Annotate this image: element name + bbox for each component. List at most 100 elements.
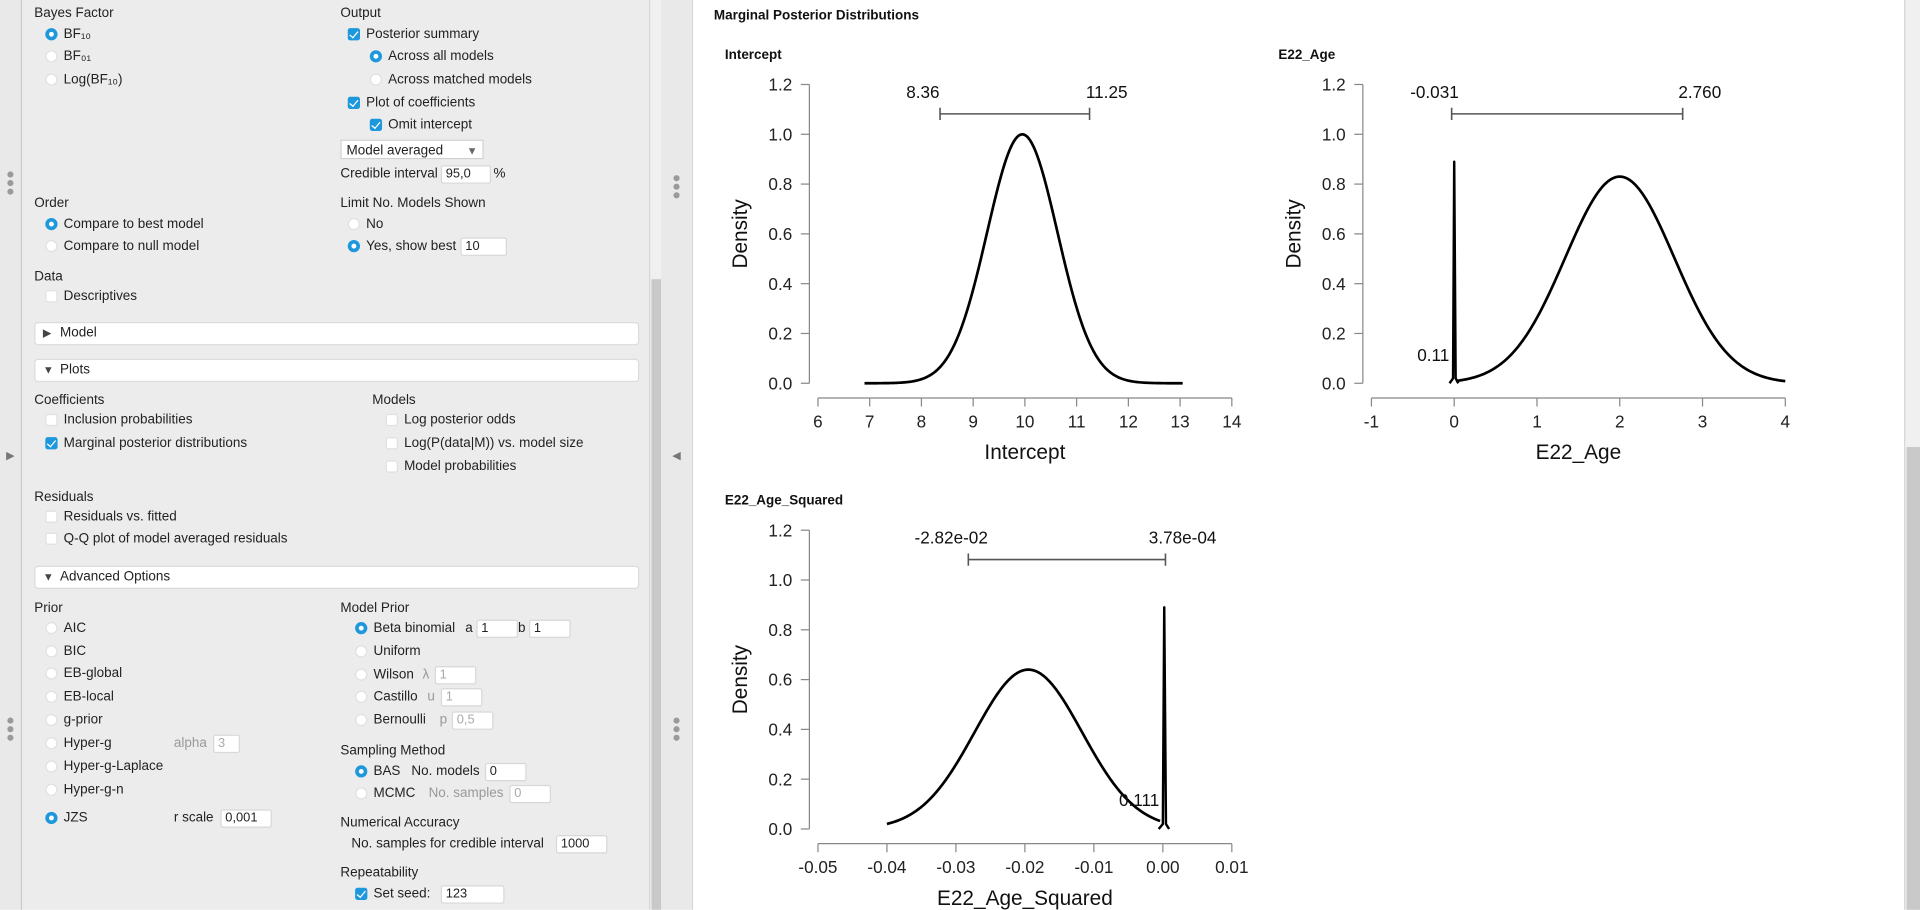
prior-jzs-radio[interactable]: JZS bbox=[45, 809, 88, 826]
samples-credible-input[interactable]: 1000 bbox=[555, 835, 608, 854]
inclusion-probabilities-checkbox[interactable]: Inclusion probabilities bbox=[45, 411, 192, 428]
show-best-input[interactable]: 10 bbox=[460, 237, 507, 256]
limit-yes-radio[interactable]: Yes, show best bbox=[347, 238, 457, 255]
option-label: Hyper-g bbox=[63, 735, 112, 751]
r-scale-input[interactable]: 0,001 bbox=[220, 809, 272, 828]
castillo-radio[interactable]: Castillo bbox=[355, 688, 418, 705]
model-section-header[interactable]: ▶ Model bbox=[34, 322, 640, 346]
ci-lower-label: -0.031 bbox=[1410, 82, 1459, 102]
a-input[interactable]: 1 bbox=[476, 619, 518, 638]
radio-icon bbox=[45, 667, 58, 680]
prior-aic-radio[interactable]: AIC bbox=[45, 620, 86, 637]
radio-log-bf10[interactable]: Log(BF₁₀) bbox=[45, 71, 122, 88]
scrollbar-thumb[interactable] bbox=[651, 279, 662, 910]
prior-g-prior-radio[interactable]: g-prior bbox=[45, 711, 103, 728]
prior-bic-radio[interactable]: BIC bbox=[45, 643, 86, 660]
option-label: BIC bbox=[63, 644, 87, 659]
option-label: Across all models bbox=[388, 48, 494, 64]
across-all-models-radio[interactable]: Across all models bbox=[369, 48, 494, 65]
scrollbar-thumb[interactable] bbox=[1906, 446, 1920, 910]
y-tick-label: 0.8 bbox=[768, 174, 792, 194]
x-tick-label: 4 bbox=[1781, 411, 1791, 431]
omit-intercept-checkbox[interactable]: Omit intercept bbox=[369, 116, 472, 133]
x-tick-label: 3 bbox=[1698, 411, 1708, 431]
model-averaged-select[interactable]: Model averaged ▼ bbox=[340, 139, 484, 160]
limit-no-radio[interactable]: No bbox=[347, 216, 383, 233]
radio-icon bbox=[355, 645, 368, 658]
models-label: Models bbox=[372, 393, 416, 408]
prior-hyper-g-n-radio[interactable]: Hyper-g-n bbox=[45, 781, 124, 798]
r-scale-label: r scale bbox=[173, 810, 214, 826]
analysis-options-panel: Bayes Factor BF₁₀ BF₀₁ Log(BF₁₀) Output … bbox=[20, 0, 651, 910]
marginal-posterior-checkbox[interactable]: Marginal posterior distributions bbox=[45, 435, 247, 452]
seed-input[interactable]: 123 bbox=[440, 885, 505, 904]
left-handle-strip[interactable]: ▶ bbox=[0, 0, 21, 910]
wilson-radio[interactable]: Wilson bbox=[355, 666, 414, 683]
lambda-label: λ bbox=[422, 667, 430, 683]
results-scrollbar[interactable] bbox=[1904, 0, 1920, 910]
lambda-input[interactable]: 1 bbox=[434, 666, 477, 685]
density-curve bbox=[1457, 175, 1786, 383]
option-label: BAS bbox=[373, 764, 401, 779]
option-label: Log posterior odds bbox=[404, 412, 516, 428]
x-tick-label: 1 bbox=[1532, 411, 1542, 431]
bernoulli-radio[interactable]: Bernoulli bbox=[355, 711, 426, 728]
model-probabilities-checkbox[interactable]: Model probabilities bbox=[385, 458, 516, 475]
collapse-left-arrow-icon[interactable]: ◀ bbox=[672, 449, 681, 462]
triangle-right-icon: ▶ bbox=[42, 326, 52, 340]
option-label: Yes, show best bbox=[366, 238, 457, 254]
compare-null-radio[interactable]: Compare to null model bbox=[45, 238, 199, 255]
across-matched-models-radio[interactable]: Across matched models bbox=[369, 71, 532, 88]
option-label: EB-global bbox=[63, 666, 123, 681]
u-input[interactable]: 1 bbox=[440, 688, 483, 707]
ci-lower-label: -2.82e-02 bbox=[915, 528, 988, 548]
section-title: Plots bbox=[60, 362, 90, 378]
y-tick-label: 0.6 bbox=[1322, 224, 1346, 244]
uniform-radio[interactable]: Uniform bbox=[355, 643, 421, 660]
no-models-input[interactable]: 0 bbox=[484, 762, 527, 782]
x-tick-label: -0.02 bbox=[1005, 857, 1044, 877]
radio-bf01[interactable]: BF₀₁ bbox=[45, 48, 91, 65]
beta-binomial-radio[interactable]: Beta binomial bbox=[355, 620, 455, 637]
plot-coefficients-checkbox[interactable]: Plot of coefficients bbox=[347, 94, 475, 111]
options-scrollbar[interactable] bbox=[648, 0, 663, 910]
posterior-summary-checkbox[interactable]: Posterior summary bbox=[347, 26, 480, 43]
advanced-options-section-header[interactable]: ▼ Advanced Options bbox=[34, 565, 640, 589]
plots-section-header[interactable]: ▼ Plots bbox=[34, 358, 640, 383]
y-tick-label: 0.4 bbox=[1322, 274, 1346, 294]
expand-left-arrow-icon[interactable]: ▶ bbox=[6, 449, 15, 462]
prior-hyper-g-radio[interactable]: Hyper-g bbox=[45, 735, 112, 752]
drag-handle-icon[interactable] bbox=[673, 717, 680, 744]
y-tick-label: 0.8 bbox=[768, 620, 792, 640]
descriptives-checkbox[interactable]: Descriptives bbox=[45, 288, 137, 305]
drag-handle-icon[interactable] bbox=[7, 171, 14, 197]
radio-icon bbox=[45, 622, 58, 635]
bas-radio[interactable]: BAS bbox=[355, 763, 400, 780]
drag-handle-icon[interactable] bbox=[673, 175, 680, 201]
x-tick-label: 12 bbox=[1119, 411, 1138, 431]
prior-eb-local-radio[interactable]: EB-local bbox=[45, 688, 114, 705]
compare-best-radio[interactable]: Compare to best model bbox=[45, 216, 204, 233]
qq-plot-checkbox[interactable]: Q-Q plot of model averaged residuals bbox=[45, 530, 288, 547]
p-input[interactable]: 0,5 bbox=[451, 711, 494, 730]
prior-hyper-g-laplace-radio[interactable]: Hyper-g-Laplace bbox=[45, 758, 163, 775]
log-p-data-checkbox[interactable]: Log(P(data|M)) vs. model size bbox=[385, 435, 584, 452]
mcmc-radio[interactable]: MCMC bbox=[355, 785, 415, 802]
b-input[interactable]: 1 bbox=[528, 619, 571, 638]
option-label: Hyper-g-Laplace bbox=[63, 759, 164, 774]
set-seed-checkbox[interactable]: Set seed: bbox=[355, 885, 430, 902]
alpha-input[interactable]: 3 bbox=[213, 734, 241, 754]
residuals-vs-fitted-checkbox[interactable]: Residuals vs. fitted bbox=[45, 508, 177, 525]
x-tick-label: 0 bbox=[1449, 411, 1459, 431]
no-samples-input[interactable]: 0 bbox=[509, 784, 552, 804]
drag-handle-icon[interactable] bbox=[7, 717, 14, 744]
prior-eb-global-radio[interactable]: EB-global bbox=[45, 665, 122, 682]
log-posterior-odds-checkbox[interactable]: Log posterior odds bbox=[385, 411, 516, 428]
middle-handle-strip[interactable]: ◀ bbox=[661, 0, 692, 910]
credible-interval-input[interactable]: 95,0 bbox=[440, 165, 492, 184]
radio-bf10[interactable]: BF₁₀ bbox=[45, 26, 91, 43]
option-label: Marginal posterior distributions bbox=[63, 435, 248, 451]
ci-lower-label: 8.36 bbox=[906, 82, 939, 102]
radio-icon bbox=[45, 713, 58, 727]
option-label: Posterior summary bbox=[366, 26, 480, 42]
